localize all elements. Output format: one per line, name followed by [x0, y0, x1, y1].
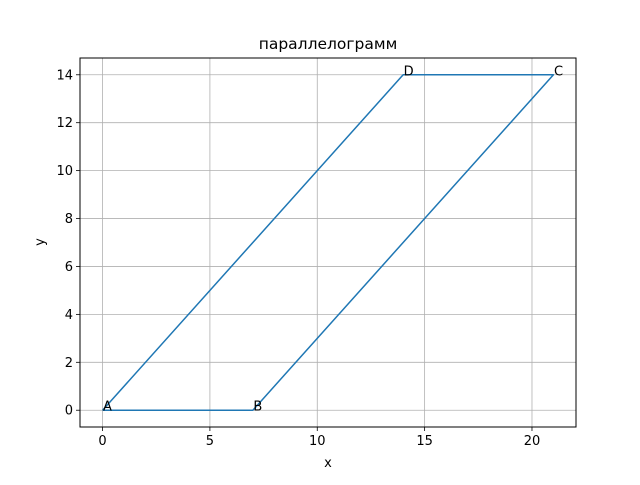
- y-tick-label: 14: [56, 68, 73, 83]
- series-group: [101, 74, 555, 411]
- y-tick-label: 8: [65, 212, 73, 227]
- x-tick-label: 5: [206, 434, 214, 449]
- chart-title: параллелограмм: [259, 35, 398, 53]
- x-tick-label: 15: [416, 434, 433, 449]
- y-axis-label: y: [33, 238, 48, 246]
- y-axis: 0 2 4 6 8 10 12 14: [56, 68, 80, 419]
- y-tick-label: 6: [65, 260, 73, 275]
- x-tick-label: 0: [98, 434, 106, 449]
- x-tick-label: 20: [524, 434, 541, 449]
- point-label-b: B: [253, 400, 262, 415]
- series-line: [101, 74, 555, 411]
- x-tick-label: 10: [309, 434, 326, 449]
- y-tick-label: 12: [56, 116, 73, 131]
- y-tick-label: 2: [65, 356, 73, 371]
- y-tick-label: 0: [65, 404, 73, 419]
- x-axis-label: x: [324, 456, 332, 471]
- y-tick-label: 4: [65, 308, 73, 323]
- point-label-d: D: [404, 64, 414, 79]
- point-labels: A B C D: [103, 64, 563, 414]
- x-axis: 0 5 10 15 20: [98, 427, 540, 449]
- point-label-a: A: [103, 400, 112, 415]
- plot-area: [80, 58, 576, 427]
- point-label-c: C: [554, 64, 563, 79]
- y-tick-label: 10: [56, 164, 73, 179]
- plot-frame: [79, 57, 577, 428]
